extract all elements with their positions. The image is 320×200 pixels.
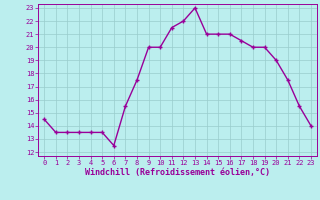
X-axis label: Windchill (Refroidissement éolien,°C): Windchill (Refroidissement éolien,°C): [85, 168, 270, 177]
